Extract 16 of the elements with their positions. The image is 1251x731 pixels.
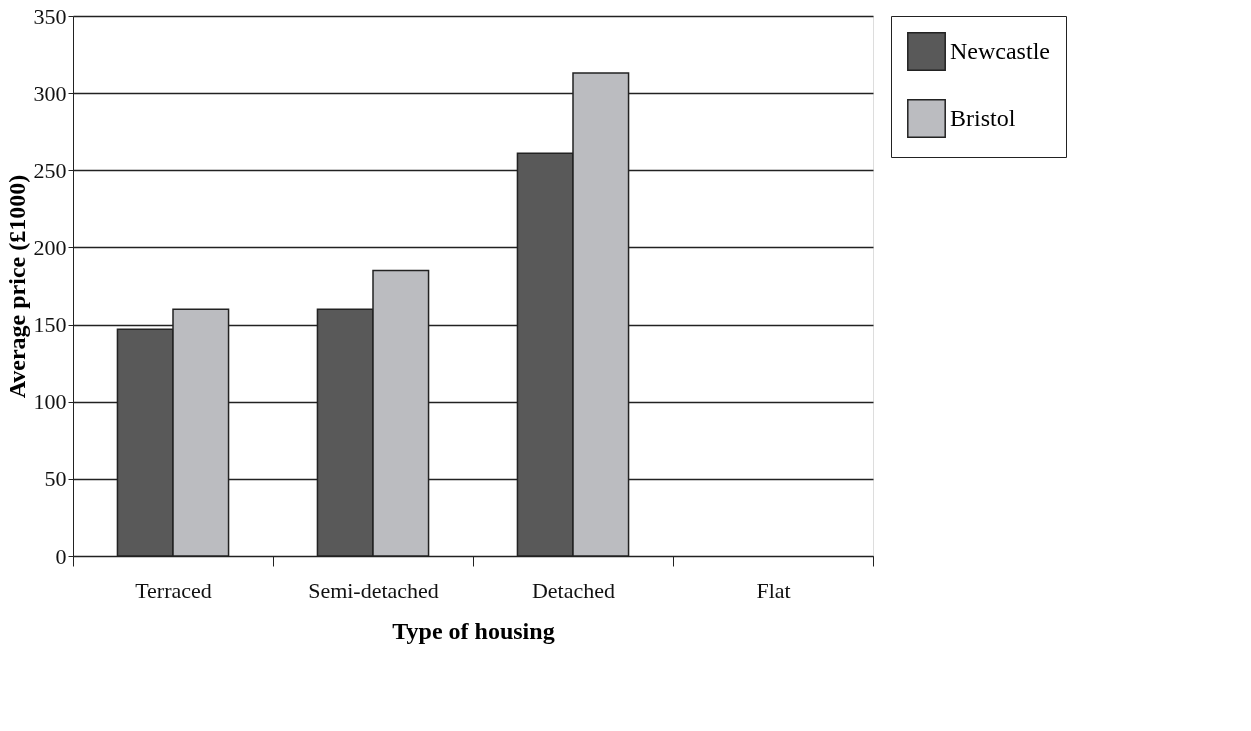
y-tick-label: 350 [33,3,67,29]
y-axis-title: Average price (£1000) [3,174,30,399]
y-tick-label: 150 [33,312,67,338]
x-tick-label: Terraced [135,577,212,603]
x-tick-label: Semi-detached [308,577,439,603]
y-tick-label: 100 [33,389,67,415]
y-tick-label: 200 [33,234,67,260]
legend-label: Bristol [950,104,1016,131]
y-tick-label: 300 [33,80,67,106]
legend-label: Newcastle [950,37,1050,64]
x-tick-label: Flat [756,577,791,603]
x-tick-label: Detached [531,577,616,603]
y-tick-label: 0 [55,543,67,569]
y-tick-label: 250 [33,157,67,183]
y-tick-label: 50 [44,466,67,492]
x-axis-title: Type of housing [392,617,555,644]
